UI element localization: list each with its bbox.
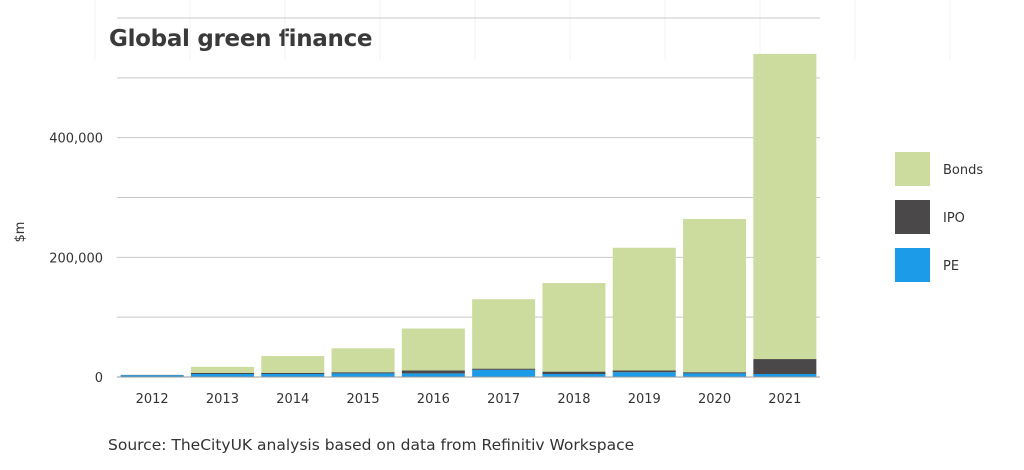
source-note: Source: TheCityUK analysis based on data… [108, 436, 635, 454]
bar-pe-2013 [190, 374, 254, 377]
bar-pe-2020 [683, 373, 747, 377]
bar-pe-2018 [542, 374, 606, 377]
bar-ipo-2015 [331, 372, 395, 374]
y-tick-label: 200,000 [49, 251, 103, 266]
x-tick-label: 2012 [136, 392, 169, 407]
bar-ipo-2017 [472, 368, 536, 370]
bar-ipo-2013 [190, 372, 254, 375]
bar-pe-2015 [331, 373, 395, 377]
bar-pe-2021 [753, 374, 817, 377]
bar-bonds-2020 [683, 219, 747, 373]
x-tick-label: 2013 [206, 392, 239, 407]
x-tick-label: 2016 [417, 392, 450, 407]
x-tick-label: 2017 [487, 392, 520, 407]
bar-bonds-2014 [261, 356, 325, 373]
bar-bonds-2021 [753, 53, 817, 360]
y-tick-label: 0 [95, 371, 103, 386]
bar-ipo-2021 [753, 359, 817, 375]
bar-bonds-2013 [190, 366, 254, 373]
bar-pe-2017 [472, 369, 536, 377]
bar-pe-2014 [261, 374, 325, 377]
x-tick-label: 2014 [276, 392, 309, 407]
legend-swatch-bonds [895, 152, 930, 186]
y-axis-label: $m [13, 222, 28, 243]
bar-pe-2019 [612, 372, 676, 377]
x-tick-label: 2021 [768, 392, 801, 407]
x-tick-label: 2015 [347, 392, 380, 407]
legend-swatch-ipo [895, 200, 930, 234]
legend-label-bonds: Bonds [943, 163, 983, 178]
bar-bonds-2019 [612, 247, 676, 371]
bar-ipo-2020 [683, 372, 747, 374]
bar-bonds-2016 [401, 328, 465, 371]
x-tick-label: 2019 [628, 392, 661, 407]
legend-label-pe: PE [943, 259, 959, 274]
chart-title: Global green finance [109, 26, 373, 52]
legend-label-ipo: IPO [943, 211, 965, 226]
x-tick-label: 2018 [557, 392, 590, 407]
bar-ipo-2019 [612, 370, 676, 373]
bar-pe-2016 [401, 373, 465, 377]
bar-ipo-2018 [542, 371, 606, 375]
legend-swatch-pe [895, 248, 930, 282]
bar-bonds-2015 [331, 348, 395, 373]
bar-ipo-2016 [401, 370, 465, 374]
bar-ipo-2014 [261, 372, 325, 375]
y-tick-label: 400,000 [49, 132, 103, 147]
bar-bonds-2017 [472, 299, 536, 369]
bar-bonds-2018 [542, 283, 606, 372]
x-tick-label: 2020 [698, 392, 731, 407]
bar-pe-2012 [120, 375, 184, 377]
